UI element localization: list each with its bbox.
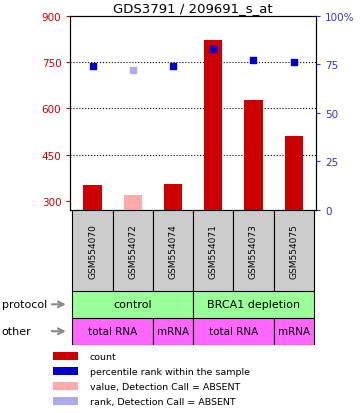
- Title: GDS3791 / 209691_s_at: GDS3791 / 209691_s_at: [113, 2, 273, 15]
- Bar: [164, 185, 182, 211]
- Bar: [204, 41, 222, 211]
- Bar: [53, 367, 78, 375]
- Point: [170, 64, 176, 70]
- Bar: [53, 382, 78, 391]
- Text: GSM554071: GSM554071: [209, 223, 218, 278]
- Bar: [274, 211, 314, 291]
- Bar: [124, 195, 142, 211]
- Text: BRCA1 depletion: BRCA1 depletion: [207, 299, 300, 310]
- Text: control: control: [113, 299, 152, 310]
- Bar: [285, 137, 303, 211]
- Bar: [73, 211, 113, 291]
- Bar: [53, 352, 78, 361]
- Point: [90, 64, 95, 70]
- Bar: [73, 291, 193, 318]
- Bar: [53, 397, 78, 406]
- Text: mRNA: mRNA: [278, 326, 310, 337]
- Text: protocol: protocol: [2, 299, 47, 310]
- Bar: [193, 291, 314, 318]
- Text: other: other: [2, 326, 31, 337]
- Bar: [193, 211, 233, 291]
- Bar: [274, 318, 314, 345]
- Bar: [73, 318, 153, 345]
- Text: count: count: [90, 352, 117, 361]
- Bar: [113, 211, 153, 291]
- Bar: [244, 101, 262, 211]
- Bar: [83, 186, 101, 211]
- Point: [251, 58, 256, 64]
- Point: [130, 68, 136, 74]
- Point: [291, 60, 297, 66]
- Text: percentile rank within the sample: percentile rank within the sample: [90, 367, 250, 376]
- Text: GSM554075: GSM554075: [289, 223, 298, 278]
- Text: GSM554074: GSM554074: [169, 223, 178, 278]
- Text: GSM554072: GSM554072: [128, 223, 137, 278]
- Text: mRNA: mRNA: [157, 326, 189, 337]
- Bar: [153, 318, 193, 345]
- Bar: [153, 211, 193, 291]
- Text: GSM554073: GSM554073: [249, 223, 258, 278]
- Text: rank, Detection Call = ABSENT: rank, Detection Call = ABSENT: [90, 397, 235, 406]
- Point: [210, 46, 216, 53]
- Text: value, Detection Call = ABSENT: value, Detection Call = ABSENT: [90, 382, 240, 391]
- Bar: [193, 318, 274, 345]
- Text: GSM554070: GSM554070: [88, 223, 97, 278]
- Text: total RNA: total RNA: [88, 326, 137, 337]
- Bar: [233, 211, 274, 291]
- Text: total RNA: total RNA: [209, 326, 258, 337]
